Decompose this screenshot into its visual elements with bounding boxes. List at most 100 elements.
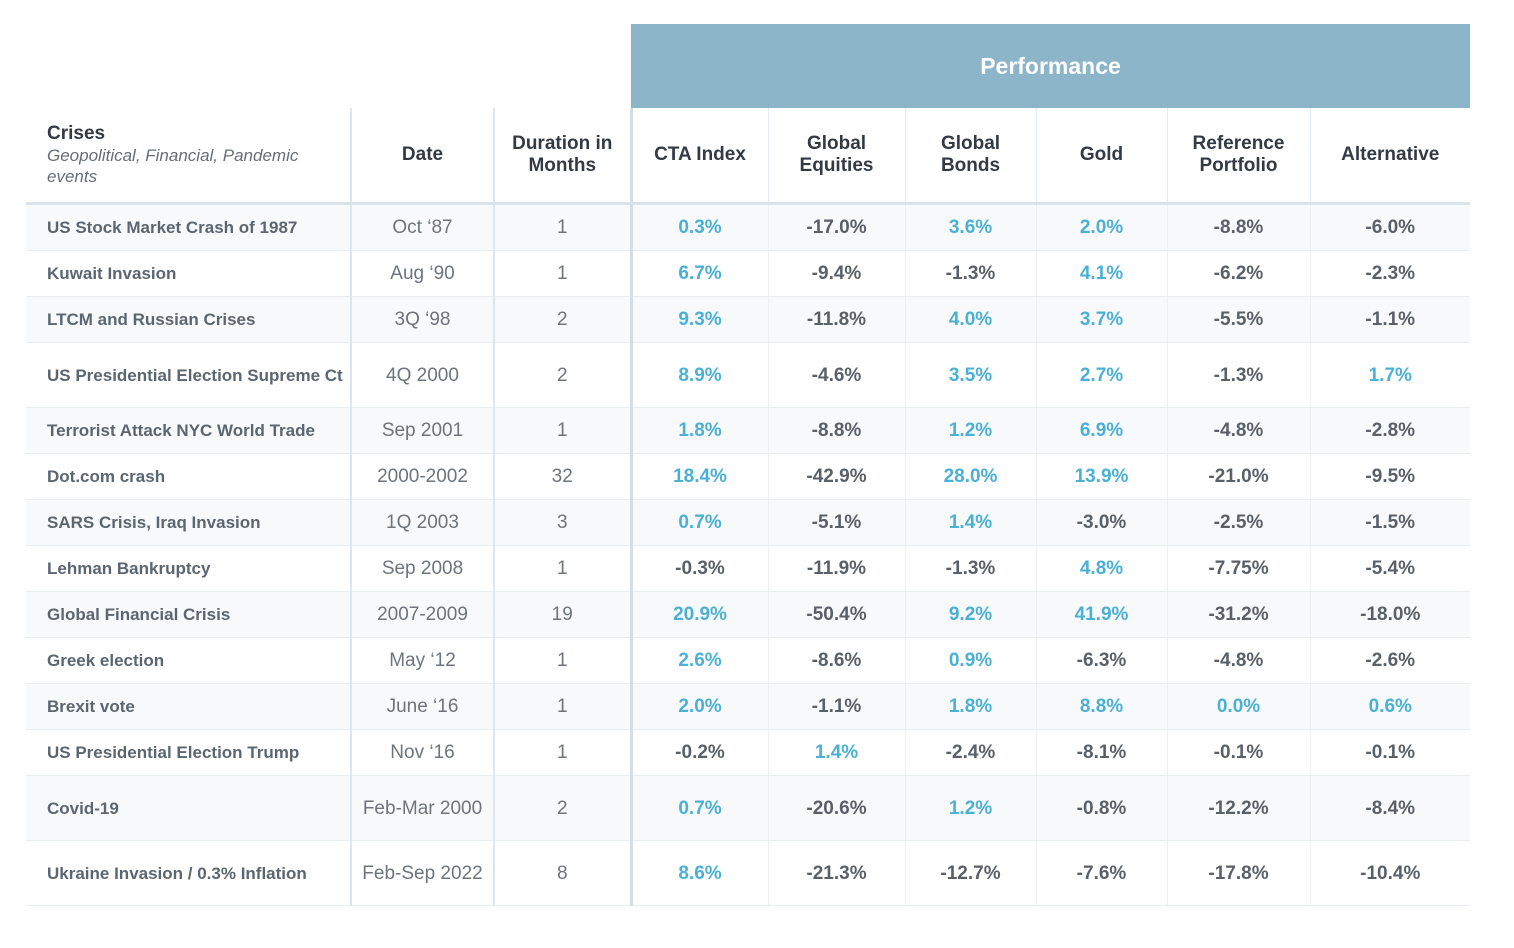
cell-date: May ‘12 xyxy=(350,637,495,684)
header-global-bonds: Global Bonds xyxy=(904,108,1036,205)
cell-alternative: -1.5% xyxy=(1309,499,1470,546)
cell-alternative: -6.0% xyxy=(1309,203,1470,251)
cell-global-equities: -11.8% xyxy=(767,296,905,343)
cell-alternative: -0.1% xyxy=(1309,729,1470,776)
cell-reference-portfolio: -6.2% xyxy=(1166,250,1310,297)
cell-cta-index: 8.6% xyxy=(630,840,768,906)
table-row: Global Financial Crisis 2007-2009 19 20.9% -… xyxy=(26,591,1470,638)
cell-reference-portfolio: -5.5% xyxy=(1166,296,1310,343)
cell-cta-index: 2.0% xyxy=(630,683,768,730)
table-row: Lehman Bankruptcy Sep 2008 1 -0.3% -11.9% -1.… xyxy=(26,545,1470,592)
cell-duration: 1 xyxy=(493,407,633,454)
cell-date: 2007-2009 xyxy=(350,591,495,638)
cell-global-equities: -42.9% xyxy=(767,453,905,500)
cell-crisis: US Presidential Election Trump xyxy=(26,729,352,776)
cell-global-equities: -20.6% xyxy=(767,775,905,841)
cell-date: 3Q ‘98 xyxy=(350,296,495,343)
performance-banner: Performance xyxy=(631,24,1470,108)
cell-crisis: LTCM and Russian Crises xyxy=(26,296,352,343)
cell-global-bonds: 9.2% xyxy=(904,591,1036,638)
cell-gold: -7.6% xyxy=(1035,840,1167,906)
cell-duration: 1 xyxy=(493,203,633,251)
cell-crisis: Lehman Bankruptcy xyxy=(26,545,352,592)
cell-duration: 3 xyxy=(493,499,633,546)
cell-global-bonds: -1.3% xyxy=(904,545,1036,592)
cell-global-equities: -8.8% xyxy=(767,407,905,454)
cell-date: 4Q 2000 xyxy=(350,342,495,408)
cell-crisis: US Stock Market Crash of 1987 xyxy=(26,203,352,251)
cell-cta-index: 1.8% xyxy=(630,407,768,454)
cell-cta-index: 0.7% xyxy=(630,775,768,841)
cell-date: June ‘16 xyxy=(350,683,495,730)
table-row: US Presidential Election Trump Nov ‘16 1 -0… xyxy=(26,729,1470,776)
cell-global-equities: 1.4% xyxy=(767,729,905,776)
cell-date: Feb-Sep 2022 xyxy=(350,840,495,906)
cell-global-equities: -11.9% xyxy=(767,545,905,592)
cell-reference-portfolio: -0.1% xyxy=(1166,729,1310,776)
cell-duration: 1 xyxy=(493,250,633,297)
cell-global-bonds: 28.0% xyxy=(904,453,1036,500)
cell-gold: 41.9% xyxy=(1035,591,1167,638)
cell-global-bonds: 4.0% xyxy=(904,296,1036,343)
table-row: Ukraine Invasion / 0.3% Inflation Feb-Sep… xyxy=(26,840,1470,906)
cell-global-bonds: -1.3% xyxy=(904,250,1036,297)
cell-global-bonds: -2.4% xyxy=(904,729,1036,776)
cell-duration: 2 xyxy=(493,342,633,408)
cell-gold: 4.1% xyxy=(1035,250,1167,297)
cell-gold: -8.1% xyxy=(1035,729,1167,776)
cell-duration: 1 xyxy=(493,729,633,776)
cell-date: Feb-Mar 2000 xyxy=(350,775,495,841)
cell-cta-index: 6.7% xyxy=(630,250,768,297)
cell-cta-index: 2.6% xyxy=(630,637,768,684)
cell-duration: 1 xyxy=(493,545,633,592)
cell-global-equities: -1.1% xyxy=(767,683,905,730)
cell-date: Sep 2008 xyxy=(350,545,495,592)
cell-cta-index: 8.9% xyxy=(630,342,768,408)
cell-duration: 2 xyxy=(493,296,633,343)
table-row: Covid-19 Feb-Mar 2000 2 0.7% -20.6% 1.2% -0.8%… xyxy=(26,775,1470,841)
cell-reference-portfolio: -2.5% xyxy=(1166,499,1310,546)
cell-date: Sep 2001 xyxy=(350,407,495,454)
header-date: Date xyxy=(350,108,495,205)
cell-cta-index: 9.3% xyxy=(630,296,768,343)
table-body: US Stock Market Crash of 1987 Oct ‘87 1 0.3… xyxy=(26,203,1470,906)
header-duration: Duration in Months xyxy=(493,108,633,205)
cell-crisis: Global Financial Crisis xyxy=(26,591,352,638)
table-row: US Presidential Election Supreme Ct 4Q 20… xyxy=(26,342,1470,408)
cell-global-equities: -21.3% xyxy=(767,840,905,906)
cell-global-bonds: 3.6% xyxy=(904,203,1036,251)
cell-date: Aug ‘90 xyxy=(350,250,495,297)
cell-gold: 13.9% xyxy=(1035,453,1167,500)
cell-alternative: -1.1% xyxy=(1309,296,1470,343)
cell-gold: -6.3% xyxy=(1035,637,1167,684)
table-row: LTCM and Russian Crises 3Q ‘98 2 9.3% -11.8%… xyxy=(26,296,1470,343)
cell-crisis: Dot.com crash xyxy=(26,453,352,500)
cell-global-bonds: 1.2% xyxy=(904,775,1036,841)
cell-alternative: 1.7% xyxy=(1309,342,1470,408)
header-cta-index: CTA Index xyxy=(630,108,768,205)
cell-global-equities: -8.6% xyxy=(767,637,905,684)
cell-crisis: SARS Crisis, Iraq Invasion xyxy=(26,499,352,546)
cell-reference-portfolio: 0.0% xyxy=(1166,683,1310,730)
cell-global-bonds: 3.5% xyxy=(904,342,1036,408)
header-crises: Crises Geopolitical, Financial, Pandemic… xyxy=(26,108,352,205)
cell-global-equities: -50.4% xyxy=(767,591,905,638)
cell-alternative: -8.4% xyxy=(1309,775,1470,841)
table-row: US Stock Market Crash of 1987 Oct ‘87 1 0.3… xyxy=(26,203,1470,251)
cell-gold: -3.0% xyxy=(1035,499,1167,546)
table-row: Dot.com crash 2000-2002 32 18.4% -42.9% 28.0%… xyxy=(26,453,1470,500)
cell-crisis: Greek election xyxy=(26,637,352,684)
cell-cta-index: 18.4% xyxy=(630,453,768,500)
cell-alternative: -2.3% xyxy=(1309,250,1470,297)
cell-reference-portfolio: -7.75% xyxy=(1166,545,1310,592)
cell-crisis: Covid-19 xyxy=(26,775,352,841)
cell-global-equities: -9.4% xyxy=(767,250,905,297)
cell-duration: 1 xyxy=(493,683,633,730)
table-row: Greek election May ‘12 1 2.6% -8.6% 0.9% -6.3%… xyxy=(26,637,1470,684)
cell-gold: 6.9% xyxy=(1035,407,1167,454)
header-gold: Gold xyxy=(1035,108,1167,205)
cell-cta-index: 20.9% xyxy=(630,591,768,638)
cell-global-bonds: 1.2% xyxy=(904,407,1036,454)
table-row: Terrorist Attack NYC World Trade Sep 2001… xyxy=(26,407,1470,454)
cell-global-bonds: -12.7% xyxy=(904,840,1036,906)
